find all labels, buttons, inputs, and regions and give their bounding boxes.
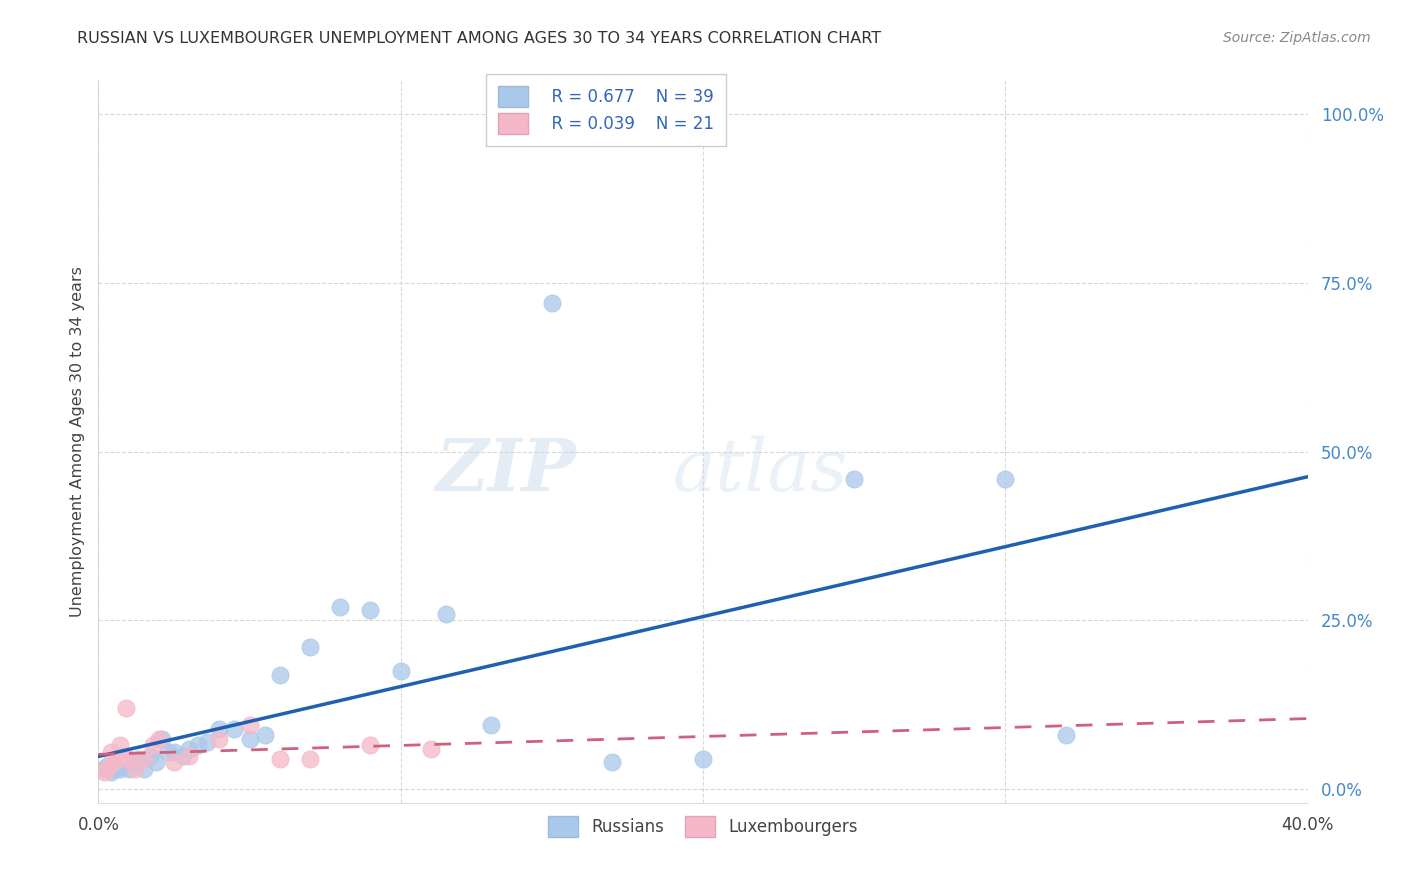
Point [163,745,186,759]
Point [360,739,382,753]
Point [114,701,136,715]
Point [100,745,122,759]
Point [224,722,246,736]
Point [121,756,143,770]
Point [100,765,122,780]
Point [844,472,866,486]
Point [420,741,443,756]
Point [111,748,134,763]
Point [96,762,118,776]
Point [156,745,179,759]
Text: Source: ZipAtlas.com: Source: ZipAtlas.com [1223,31,1371,45]
Point [187,739,209,753]
Text: ZIP: ZIP [436,435,576,506]
Point [132,752,155,766]
Point [105,756,128,770]
Point [179,748,201,763]
Point [269,752,291,766]
Point [124,758,146,772]
Point [118,762,141,776]
Point [269,667,291,681]
Legend: Russians, Luxembourgers: Russians, Luxembourgers [537,804,869,848]
Point [692,752,714,766]
Point [239,731,262,746]
Point [360,603,382,617]
Point [105,752,128,766]
Point [994,472,1017,486]
Point [103,762,125,776]
Point [481,718,503,732]
Point [208,731,231,746]
Point [163,756,186,770]
Point [602,756,624,770]
Point [139,748,162,763]
Point [434,607,457,621]
Point [111,758,134,772]
Point [103,756,125,770]
Point [329,599,352,614]
Point [114,756,136,770]
Point [208,722,231,736]
Point [299,640,322,655]
Point [96,758,118,772]
Text: RUSSIAN VS LUXEMBOURGER UNEMPLOYMENT AMONG AGES 30 TO 34 YEARS CORRELATION CHART: RUSSIAN VS LUXEMBOURGER UNEMPLOYMENT AMO… [77,31,882,46]
Point [150,731,173,746]
Point [179,741,201,756]
Point [299,752,322,766]
Point [132,762,155,776]
Point [195,735,218,749]
Point [124,762,146,776]
Point [540,296,562,310]
Point [93,765,115,780]
Point [93,762,115,776]
Point [118,752,141,766]
Point [239,718,262,732]
Point [127,752,149,766]
Point [253,728,276,742]
Y-axis label: Unemployment Among Ages 30 to 34 years: Unemployment Among Ages 30 to 34 years [69,266,84,617]
Text: atlas: atlas [672,435,848,506]
Point [108,739,131,753]
Point [172,748,194,763]
Point [108,762,131,776]
Point [148,731,170,746]
Point [389,664,412,678]
Point [145,756,167,770]
Point [142,739,165,753]
Point [1054,728,1077,742]
